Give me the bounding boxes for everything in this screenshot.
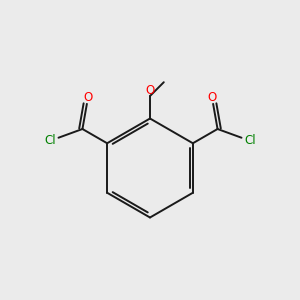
Text: Cl: Cl <box>244 134 256 147</box>
Text: Cl: Cl <box>44 134 56 147</box>
Text: O: O <box>146 84 154 98</box>
Text: O: O <box>207 91 217 104</box>
Text: O: O <box>83 91 93 104</box>
